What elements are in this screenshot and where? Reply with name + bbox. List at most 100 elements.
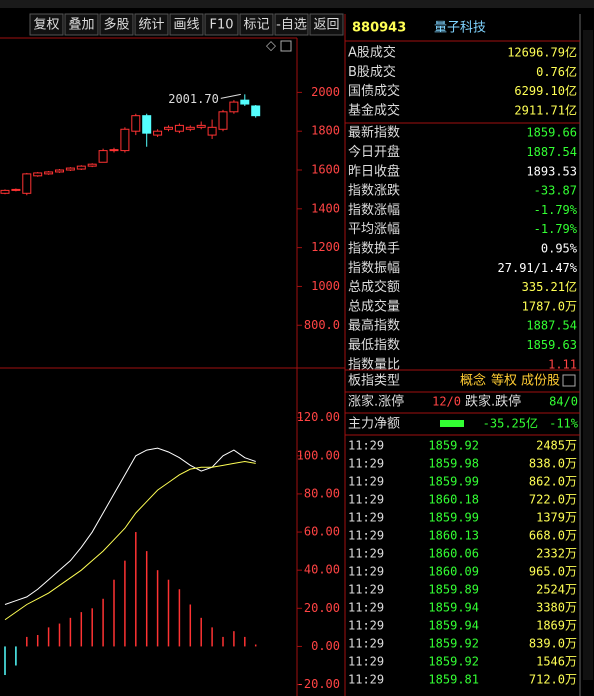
candle-body — [174, 124, 184, 132]
trade-price: 1859.89 — [428, 583, 479, 597]
stat-value: 12696.79亿 — [507, 45, 577, 60]
type-label: 板指类型 — [348, 374, 400, 389]
trade-volume: 839.0万 — [529, 637, 577, 651]
stat-value: 6299.10亿 — [514, 83, 577, 98]
trade-volume: 1379万 — [536, 511, 577, 525]
y-tick-label: 60.00 — [304, 525, 340, 539]
toolbar-button[interactable] — [169, 13, 204, 36]
trade-time: 11:29 — [348, 565, 384, 579]
toolbar-label[interactable]: 叠加 — [68, 18, 94, 33]
candle-body — [196, 124, 206, 128]
icon-box[interactable] — [280, 40, 292, 52]
y-tick-label: 0.00 — [311, 639, 340, 653]
flow-value: -35.25亿 — [483, 416, 538, 431]
toolbar-label[interactable]: 统计 — [138, 18, 164, 33]
stat-label: 指数量比 — [348, 357, 400, 372]
trade-volume: 722.0万 — [529, 493, 577, 507]
stat-value: 0.95% — [541, 242, 578, 256]
toolbar-button[interactable] — [239, 13, 274, 36]
toolbar-label[interactable]: 标记 — [243, 18, 269, 33]
stat-label: 最高指数 — [348, 318, 400, 334]
toolbar-label[interactable]: 多股 — [103, 17, 129, 33]
type-tag[interactable]: 成份股 — [521, 374, 560, 389]
trade-time: 11:29 — [348, 511, 384, 525]
indicator-line — [4, 447, 256, 605]
trade-time: 11:29 — [348, 583, 384, 597]
candle-body — [131, 115, 141, 132]
y-tick-label: 1600 — [311, 163, 340, 177]
y-tick-label: 800.0 — [304, 318, 340, 332]
toolbar-label[interactable]: 画线 — [173, 18, 199, 33]
candle-body — [98, 150, 108, 163]
trade-price: 1859.92 — [428, 655, 479, 669]
y-tick-label: 1800 — [311, 124, 340, 138]
name: 量子科技 — [434, 21, 486, 36]
trade-time: 11:29 — [348, 529, 384, 543]
candle-body — [109, 149, 119, 152]
stat-label: 最新指数 — [348, 125, 400, 141]
flow-pct: -11% — [549, 417, 579, 431]
toolbar-button[interactable] — [99, 13, 134, 36]
stat-value: 27.91/1.47% — [498, 261, 578, 275]
trade-price: 1860.18 — [428, 493, 479, 507]
trade-volume: 712.0万 — [529, 673, 577, 687]
trade-time: 11:29 — [348, 655, 384, 669]
y-tick-label: 80.00 — [304, 486, 340, 500]
trade-price: 1859.92 — [428, 637, 479, 651]
stat-label: 指数振幅 — [348, 261, 400, 276]
trade-time: 11:29 — [348, 439, 384, 453]
trade-volume: 2485万 — [536, 439, 577, 453]
candle-body — [218, 111, 228, 130]
trade-time: 11:29 — [348, 493, 384, 507]
trade-price: 1860.06 — [428, 547, 479, 561]
toolbar-label[interactable]: 复权 — [33, 17, 59, 33]
stat-value: -33.87 — [534, 184, 577, 198]
y-tick-label: 1200 — [311, 240, 340, 254]
trade-price: 1860.13 — [428, 529, 479, 543]
stat-value: 1859.66 — [526, 126, 577, 140]
toolbar-button[interactable] — [309, 13, 344, 36]
trade-price: 1859.94 — [428, 601, 479, 615]
stat-label: 指数涨幅 — [348, 203, 400, 218]
toolbar-label[interactable]: F10 — [209, 18, 233, 33]
type-tag[interactable]: 概念 — [460, 373, 486, 389]
menu-strip — [0, 0, 594, 8]
trade-time: 11:29 — [348, 637, 384, 651]
trade-volume: 1546万 — [536, 655, 577, 669]
stat-label: 基金成交 — [348, 102, 400, 118]
y-tick-label: 20.00 — [304, 601, 340, 615]
toolbar-button[interactable] — [29, 13, 64, 36]
y-tick-label: -20.00 — [297, 677, 340, 691]
up-value: 12/0 — [432, 395, 461, 409]
icon-diamond[interactable]: ◇ — [266, 39, 276, 54]
trade-time: 11:29 — [348, 673, 384, 687]
toolbar-label[interactable]: 返回 — [313, 18, 339, 33]
stat-value: 1887.54 — [526, 145, 577, 159]
candle-body — [240, 99, 250, 105]
candle-body — [120, 128, 130, 152]
stat-value: -1.79% — [534, 203, 578, 217]
candle-body — [22, 173, 32, 194]
trade-volume: 965.0万 — [529, 565, 577, 579]
type-icon[interactable] — [562, 374, 576, 387]
candle-body — [185, 126, 195, 130]
down-value: 84/0 — [549, 395, 578, 409]
toolbar-button[interactable] — [204, 13, 239, 36]
trade-price: 1860.09 — [428, 565, 479, 579]
trade-time: 11:29 — [348, 457, 384, 471]
toolbar-button[interactable] — [64, 13, 99, 36]
trade-price: 1859.92 — [428, 439, 479, 453]
trade-price: 1859.99 — [428, 475, 479, 489]
trade-volume: 2332万 — [536, 547, 577, 561]
toolbar-label[interactable]: -自选 — [276, 18, 307, 33]
trade-volume: 838.0万 — [529, 457, 577, 471]
annotation-arrow — [220, 93, 241, 99]
y-tick-label: 100.00 — [297, 448, 340, 462]
toolbar-button[interactable] — [274, 13, 309, 36]
toolbar-button[interactable] — [134, 13, 169, 36]
trade-price: 1859.81 — [428, 673, 479, 687]
trade-time: 11:29 — [348, 475, 384, 489]
type-tag[interactable]: 等权 — [491, 373, 517, 389]
stat-label: 指数换手 — [348, 242, 400, 257]
stat-label: B股成交 — [348, 64, 396, 80]
